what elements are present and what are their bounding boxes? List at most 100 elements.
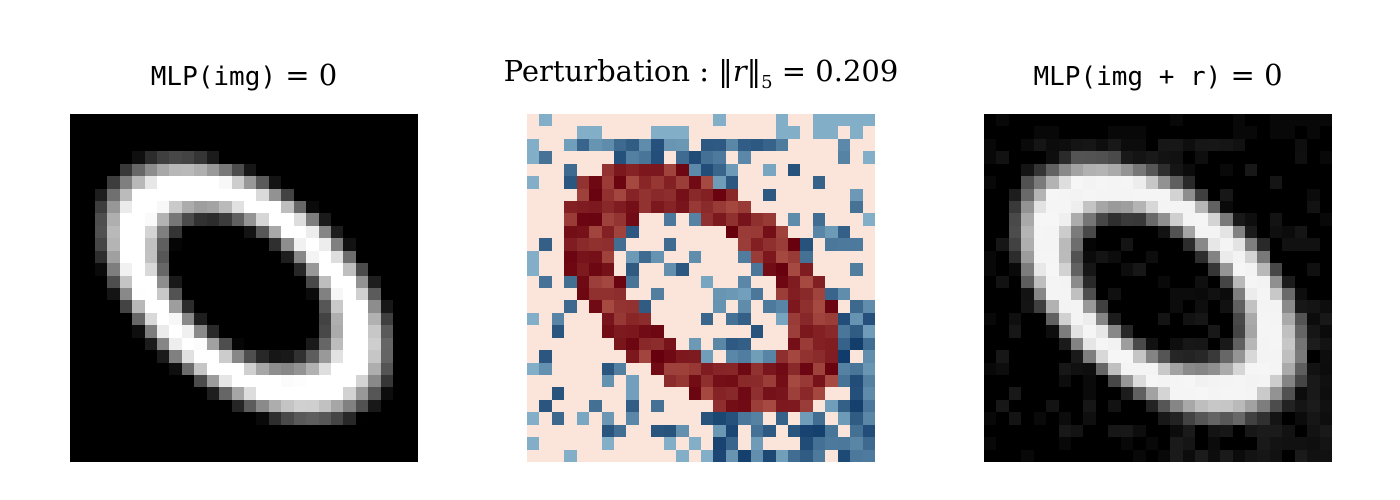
perturbed-pixel [1120, 225, 1134, 239]
original-pixel [318, 263, 331, 276]
original-pixel [144, 225, 157, 239]
perturbation-pixel [688, 337, 701, 351]
perturbation-pixel [850, 225, 863, 239]
original-pixel [94, 312, 108, 326]
original-pixel [82, 362, 95, 375]
original-pixel [281, 312, 294, 326]
original-pixel [194, 250, 207, 264]
original-pixel [206, 412, 220, 425]
perturbed-pixel [1071, 151, 1084, 164]
perturbed-pixel [1145, 250, 1158, 264]
original-pixel [132, 188, 145, 201]
perturbation-pixel [688, 188, 701, 201]
perturbation-pixel [825, 412, 838, 425]
perturbed-pixel [1207, 213, 1221, 226]
original-pixel [355, 437, 369, 450]
perturbation-pixel [837, 275, 851, 288]
perturbed-pixel [1182, 300, 1196, 313]
original-pixel [132, 449, 145, 462]
original-pixel [281, 375, 294, 388]
perturbation-pixel [551, 176, 565, 189]
original-pixel [82, 176, 95, 189]
perturbed-pixel [1319, 300, 1332, 313]
original-pixel [94, 288, 108, 301]
original-pixel [293, 263, 307, 276]
original-pixel [368, 387, 381, 400]
original-pixel [181, 201, 195, 214]
perturbed-pixel [1232, 263, 1245, 276]
perturbed-pixel [1245, 225, 1258, 239]
original-pixel [219, 138, 232, 152]
perturbed-pixel [1195, 288, 1208, 301]
original-pixel [244, 449, 257, 462]
original-pixel [231, 263, 244, 276]
perturbed-pixel [1269, 424, 1283, 438]
perturbed-pixel [1307, 437, 1320, 450]
original-pixel [94, 126, 108, 139]
perturbed-pixel [1245, 201, 1258, 214]
original-pixel [281, 151, 294, 164]
original-pixel [169, 412, 182, 425]
perturbed-pixel [1319, 114, 1332, 127]
perturbed-pixel [1195, 126, 1208, 139]
perturbed-pixel [1195, 337, 1208, 351]
original-pixel [206, 350, 220, 363]
original-pixel [318, 337, 331, 351]
original-pixel [107, 225, 120, 239]
perturbed-pixel [1033, 213, 1047, 226]
perturbed-pixel [1245, 424, 1258, 438]
original-pixel [281, 424, 294, 438]
original-pixel [181, 437, 195, 450]
original-pixel [219, 300, 232, 313]
original-pixel [343, 176, 356, 189]
perturbed-pixel [1120, 238, 1134, 251]
original-pixel [194, 213, 207, 226]
perturbed-pixel [1120, 362, 1134, 375]
perturbation-pixel [576, 151, 590, 164]
original-pixel [132, 238, 145, 251]
perturbation-pixel [812, 176, 826, 189]
original-pixel [169, 399, 182, 413]
perturbed-pixel [1294, 412, 1308, 425]
perturbed-pixel [1120, 399, 1134, 413]
perturbed-pixel [1294, 138, 1308, 152]
perturbation-pixel [564, 412, 577, 425]
perturbation-pixel [564, 138, 577, 152]
perturbed-pixel [1158, 114, 1171, 127]
original-pixel [169, 114, 182, 127]
perturbed-pixel [1058, 288, 1071, 301]
original-pixel [82, 263, 95, 276]
original-pixel [256, 138, 269, 152]
perturbation-pixel [651, 325, 664, 338]
original-pixel [181, 337, 195, 351]
perturbation-pixel [825, 449, 838, 462]
perturbation-pixel [551, 288, 565, 301]
original-pixel [368, 449, 381, 462]
perturbed-pixel [996, 250, 1009, 264]
original-pixel [94, 201, 108, 214]
perturbed-pixel [1071, 362, 1084, 375]
perturbed-pixel [1058, 312, 1071, 326]
original-pixel [157, 151, 170, 164]
perturbed-pixel [1046, 375, 1059, 388]
perturbed-pixel [1307, 288, 1320, 301]
original-pixel [231, 375, 244, 388]
perturbation-pixel [589, 350, 602, 363]
original-pixel [368, 350, 381, 363]
original-pixel [405, 126, 418, 139]
perturbation-pixel [527, 375, 540, 388]
original-pixel [157, 399, 170, 413]
perturbation-pixel [676, 213, 689, 226]
perturbed-pixel [1232, 437, 1245, 450]
original-pixel [318, 225, 331, 239]
perturbation-pixel [589, 387, 602, 400]
perturbation-pixel [812, 424, 826, 438]
original-pixel [132, 424, 145, 438]
perturbation-pixel [725, 312, 739, 326]
original-pixel [343, 412, 356, 425]
original-pixel [157, 312, 170, 326]
perturbation-pixel [688, 238, 701, 251]
perturbed-pixel [1033, 337, 1047, 351]
perturbed-pixel [1182, 176, 1196, 189]
perturbation-pixel [837, 201, 851, 214]
